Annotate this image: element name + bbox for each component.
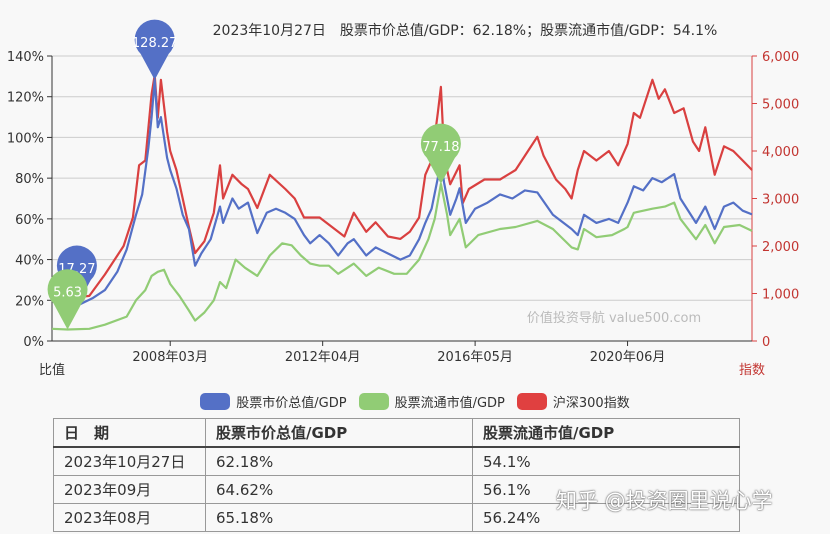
- table-header: 日 期: [53, 418, 206, 448]
- y-left-tick-label: 20%: [15, 294, 44, 309]
- chart-watermark: 价值投资导航 value500.com: [527, 310, 701, 326]
- table-row: 2023年09月 64.62% 56.1%: [53, 475, 740, 504]
- table-cell: 56.24%: [472, 503, 740, 532]
- site-watermark: 知乎 @投资圈里说心学: [556, 489, 773, 513]
- legend-label: 沪深300指数: [552, 396, 630, 411]
- legend-item-float[interactable]: 股票流通市值/GDP: [358, 392, 505, 411]
- legend-swatch: [358, 393, 389, 410]
- legend-swatch: [516, 393, 547, 410]
- y-left-tick-label: 120%: [7, 91, 44, 106]
- series-line-2: [51, 73, 753, 300]
- y-left-tick-label: 60%: [15, 213, 44, 228]
- chart-svg: 0% 20% 40% 60% 80% 100% 120% 140% 0 1,000 2,000 3,0…: [7, 19, 799, 378]
- x-tick-label: 2012年04月: [285, 350, 361, 365]
- series-line-1: [51, 182, 753, 331]
- series-line-0: [51, 78, 753, 307]
- y-left-tick-label: 80%: [15, 172, 44, 187]
- y-left-tick-label: 140%: [7, 50, 44, 65]
- x-tick-label: 2020年06月: [590, 350, 666, 365]
- table-cell: 54.1%: [472, 446, 740, 476]
- table-cell: 56.1%: [472, 475, 740, 504]
- y-right-tick-label: 4,000: [762, 145, 799, 160]
- y-right-tick-label: 5,000: [762, 98, 799, 113]
- table-cell: 62.18%: [205, 446, 473, 476]
- y-right-tick-label: 6,000: [762, 50, 799, 65]
- marker-pin: [134, 19, 175, 80]
- y-left-tick-label: 100%: [7, 131, 44, 146]
- x-tick-label: 2016年05月: [437, 350, 513, 365]
- y-right-tick-label: 3,000: [762, 193, 799, 208]
- y-left-tick-label: 0%: [23, 335, 44, 350]
- table-header: 股票市价总值/GDP: [205, 418, 473, 448]
- x-tick-label: 2008年03月: [132, 350, 208, 365]
- legend-item-hs300[interactable]: 沪深300指数: [516, 392, 630, 411]
- legend-item-total[interactable]: 股票市价总值/GDP: [200, 392, 347, 411]
- legend: 股票市价总值/GDP 股票流通市值/GDP 沪深300指数: [0, 392, 830, 411]
- y-right-tick-label: 2,000: [762, 240, 799, 255]
- table-row: 2023年10月27日 62.18% 54.1%: [53, 446, 740, 476]
- y-right-tick-label: 0: [762, 335, 770, 350]
- table-header-row: 日 期 股票市价总值/GDP 股票流通市值/GDP: [53, 418, 740, 448]
- legend-label: 股票流通市值/GDP: [394, 396, 505, 411]
- table-cell: 64.62%: [205, 475, 473, 504]
- data-table: 日 期 股票市价总值/GDP 股票流通市值/GDP 2023年10月27日 62.…: [53, 418, 740, 532]
- table-cell: 2023年09月: [53, 475, 206, 504]
- table-cell: 2023年10月27日: [53, 446, 206, 476]
- y-left-tick-label: 40%: [15, 254, 44, 269]
- marker-pin: [420, 123, 461, 184]
- table-cell: 65.18%: [205, 503, 473, 532]
- table-header: 股票流通市值/GDP: [472, 418, 740, 448]
- table-row: 2023年08月 65.18% 56.24%: [53, 503, 740, 532]
- y-right-axis-label: 指数: [739, 363, 765, 378]
- table-cell: 2023年08月: [53, 503, 206, 532]
- marker-pin: [47, 269, 88, 330]
- chart-title: 2023年10月27日 股票市价总值/GDP：62.18%；股票流通市值/GDP…: [212, 23, 718, 39]
- legend-swatch: [200, 393, 231, 410]
- marker-label: 128.27: [132, 36, 178, 51]
- y-left-axis-label: 比值: [39, 362, 65, 378]
- marker-label: 5.63: [53, 286, 82, 301]
- y-right-tick-label: 1,000: [762, 288, 799, 303]
- legend-label: 股票市价总值/GDP: [236, 396, 347, 411]
- marker-label: 77.18: [422, 140, 459, 155]
